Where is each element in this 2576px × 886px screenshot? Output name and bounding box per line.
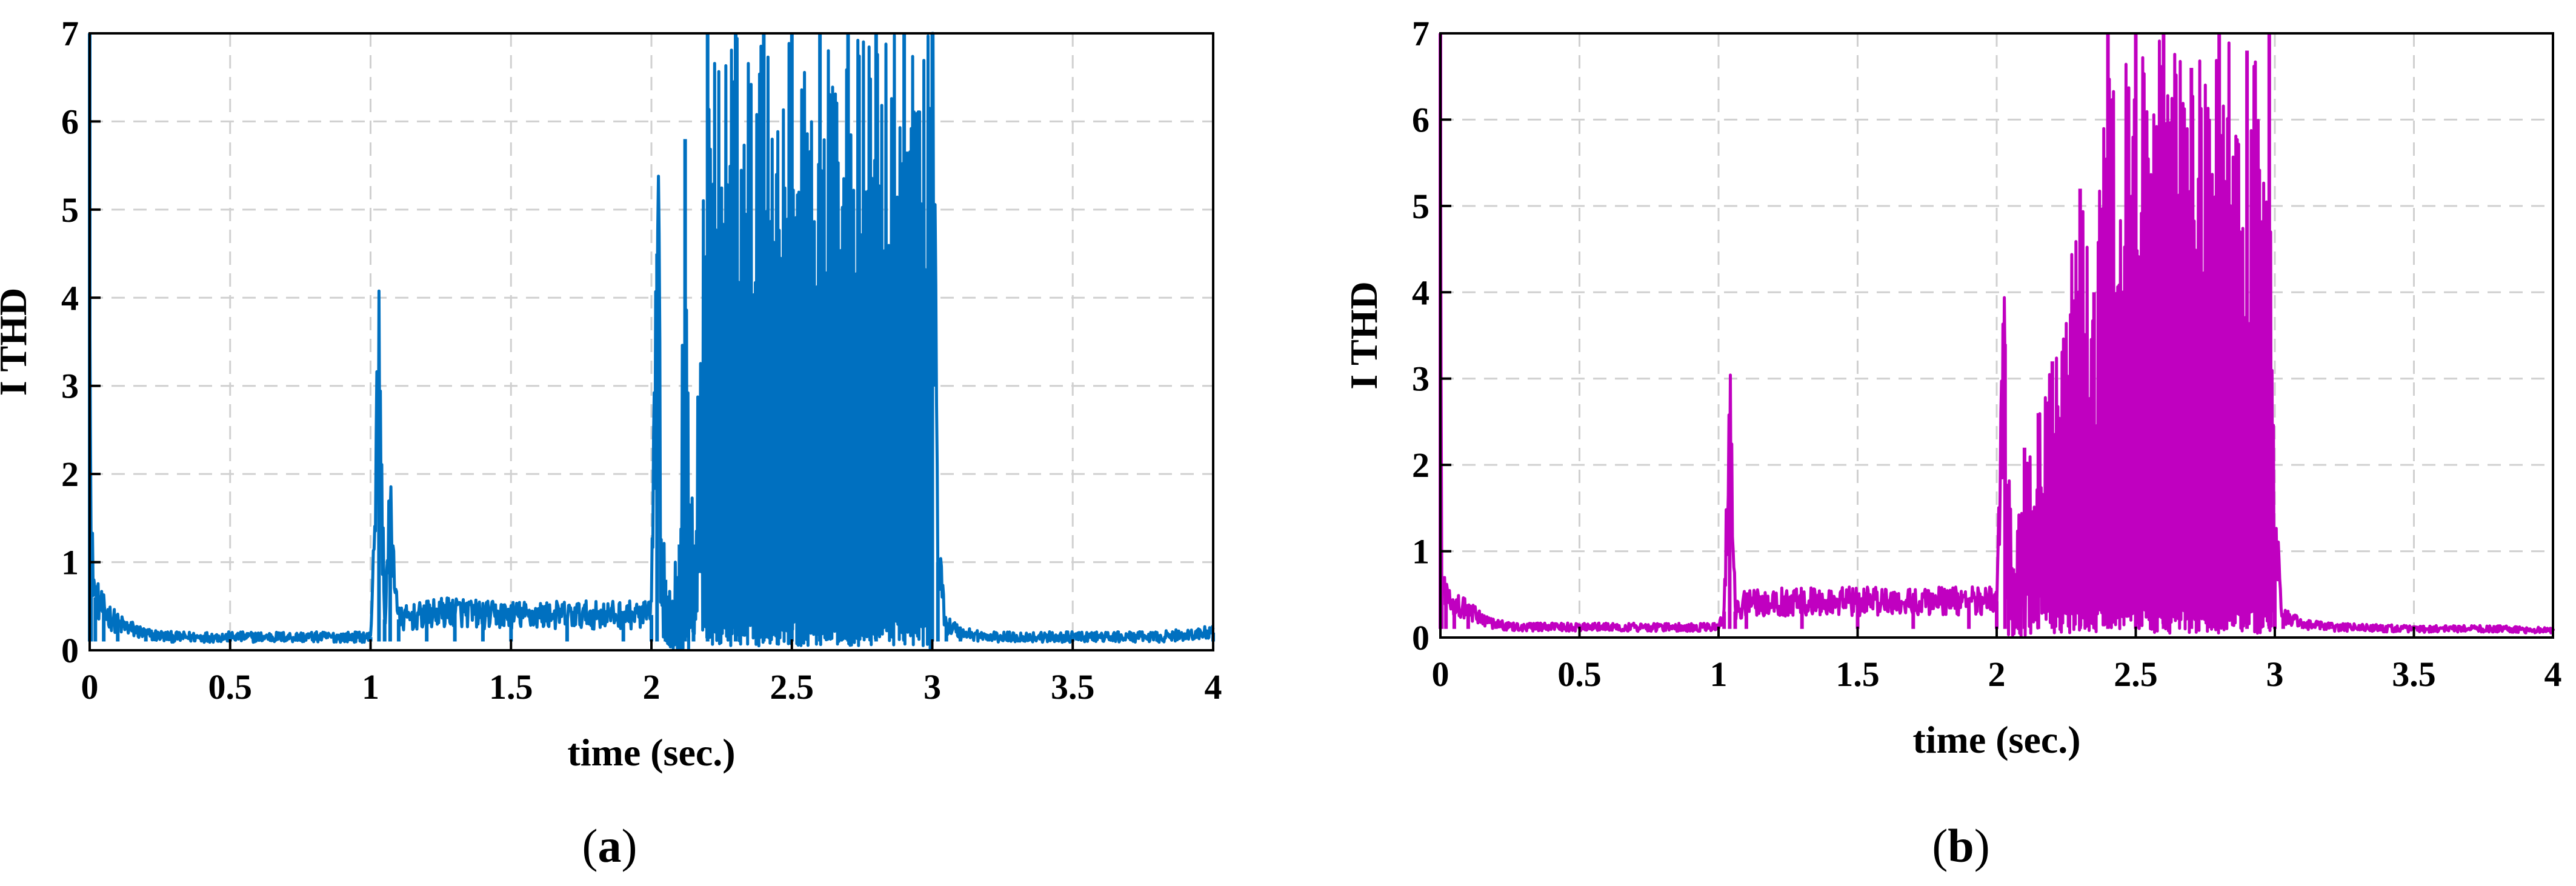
- data-line-a: [88, 32, 1215, 651]
- x-tick-label-b: 3: [2266, 655, 2284, 694]
- y-tick-label-a: 4: [61, 278, 79, 318]
- y-tick-label-a: 1: [61, 543, 79, 582]
- y-tick-label-b: 4: [1412, 273, 1429, 312]
- x-tick-label-b: 1: [1710, 655, 1728, 694]
- x-tick-label-b: 2.5: [2114, 655, 2158, 694]
- y-tick-label-b: 3: [1412, 359, 1429, 399]
- y-axis-label-a: I THD: [0, 288, 35, 396]
- y-tick-label-a: 7: [61, 14, 79, 53]
- x-tick-label-a: 0: [81, 667, 99, 707]
- caption-a: (a): [582, 819, 637, 872]
- x-tick-label-b: 0.5: [1557, 655, 1602, 694]
- x-tick-label-b: 3.5: [2392, 655, 2436, 694]
- x-tick-label-a: 1.5: [489, 667, 533, 707]
- chart-panel-a: 0 0.5 1 1.5 2 2.5 3 3.5 4 0 1 2 3 4 5 6 7 time (sec.) I TH…: [0, 14, 1222, 774]
- y-tick-label-b: 5: [1412, 187, 1429, 226]
- x-axis-label-b: time (sec.): [1912, 718, 2080, 761]
- x-tick-label-a: 2: [643, 667, 661, 707]
- y-tick-label-b: 6: [1412, 100, 1429, 139]
- y-tick-label-a: 3: [61, 367, 79, 406]
- y-tick-label-a: 2: [61, 455, 79, 494]
- y-tick-label-b: 1: [1412, 532, 1429, 571]
- chart-panel-b: 0 0.5 1 1.5 2 2.5 3 3.5 4 0 1 2 3 4 5 6 7 time (sec.) I TH…: [1342, 14, 2562, 761]
- x-tick-label-b: 4: [2544, 655, 2562, 694]
- x-tick-label-a: 0.5: [208, 667, 253, 707]
- y-tick-label-b: 2: [1412, 445, 1429, 485]
- x-tick-label-a: 1: [362, 667, 379, 707]
- x-tick-label-a: 4: [1205, 667, 1222, 707]
- y-tick-label-b: 0: [1412, 618, 1429, 658]
- x-tick-label-a: 3: [924, 667, 941, 707]
- y-axis-label-b: I THD: [1342, 281, 1385, 389]
- y-tick-label-a: 5: [61, 190, 79, 230]
- x-axis-label-a: time (sec.): [567, 731, 735, 774]
- caption-b: (b): [1932, 819, 1989, 872]
- y-tick-label-a: 0: [61, 631, 79, 670]
- x-tick-label-b: 2: [1988, 655, 2006, 694]
- x-tick-label-b: 1.5: [1835, 655, 1880, 694]
- y-tick-label-b: 7: [1412, 14, 1429, 53]
- x-tick-label-a: 2.5: [770, 667, 814, 707]
- x-tick-label-b: 0: [1432, 655, 1449, 694]
- x-tick-label-a: 3.5: [1051, 667, 1095, 707]
- y-tick-label-a: 6: [61, 102, 79, 141]
